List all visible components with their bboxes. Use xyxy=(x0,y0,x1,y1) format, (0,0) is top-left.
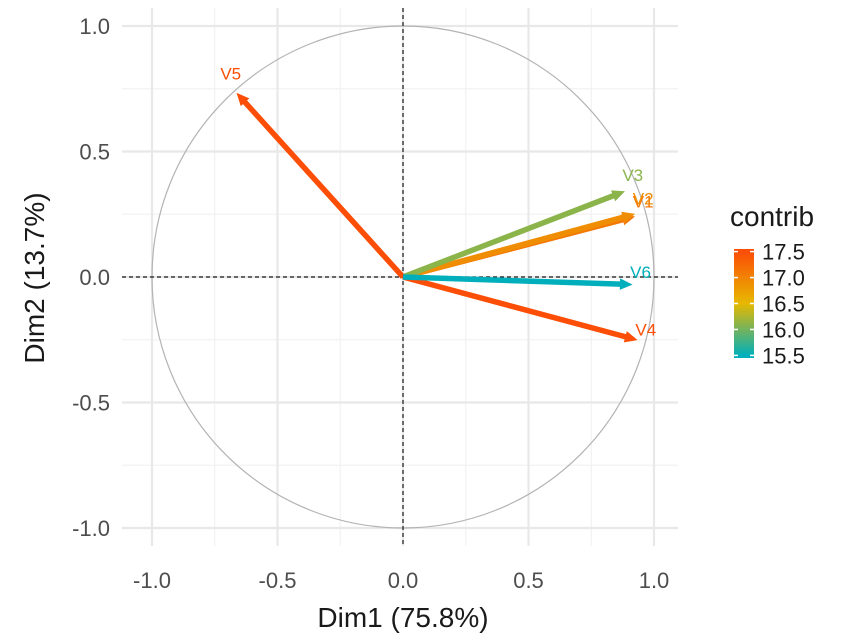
x-axis-ticks: -1.0 -0.5 0.0 0.5 1.0 xyxy=(133,568,669,593)
x-tick-label: 0.0 xyxy=(388,568,419,593)
y-tick-label: 0.0 xyxy=(79,265,110,290)
legend-tick-label: 15.5 xyxy=(762,343,805,368)
label-v3: V3 xyxy=(622,166,643,185)
arrow-v6 xyxy=(402,274,621,287)
arrow-v2 xyxy=(402,214,625,280)
x-tick-label: -1.0 xyxy=(133,568,171,593)
arrow-v2-head xyxy=(621,211,636,223)
label-v1: V1 xyxy=(633,192,654,211)
arrow-v4-head xyxy=(623,331,638,343)
legend-tick-label: 16.5 xyxy=(762,292,805,317)
x-axis-title: Dim1 (75.8%) xyxy=(317,602,488,633)
legend-title: contrib xyxy=(730,201,814,232)
x-tick-label: -0.5 xyxy=(259,568,297,593)
x-tick-label: 1.0 xyxy=(639,568,670,593)
contrib-legend: contrib 15.516.016.517.017.5 xyxy=(730,201,814,368)
y-tick-label: 0.5 xyxy=(79,140,110,165)
legend-ticks: 15.516.016.517.017.5 xyxy=(734,240,805,368)
legend-tick-label: 17.5 xyxy=(762,240,805,265)
y-tick-label: -0.5 xyxy=(72,391,110,416)
arrow-v3 xyxy=(402,193,615,280)
arrow-v3-head xyxy=(611,190,626,202)
y-tick-label: 1.0 xyxy=(79,14,110,39)
legend-colorbar xyxy=(734,249,754,358)
x-tick-label: 0.5 xyxy=(513,568,544,593)
y-axis-title: Dim2 (13.7%) xyxy=(19,192,50,363)
label-v6: V6 xyxy=(630,263,651,282)
legend-tick-label: 17.0 xyxy=(762,266,805,291)
label-v2: V2 xyxy=(633,190,654,209)
label-v5: V5 xyxy=(220,64,241,83)
legend-tick-label: 16.0 xyxy=(762,317,805,342)
y-axis-ticks: -1.0 -0.5 0.0 0.5 1.0 xyxy=(72,14,110,541)
arrow-v5 xyxy=(242,100,406,279)
arrow-v5-head xyxy=(236,92,250,107)
variable-arrows xyxy=(236,92,638,343)
arrow-v4 xyxy=(402,274,627,340)
label-v4: V4 xyxy=(635,320,656,339)
y-tick-label: -1.0 xyxy=(72,516,110,541)
arrow-v6-head xyxy=(619,278,633,290)
